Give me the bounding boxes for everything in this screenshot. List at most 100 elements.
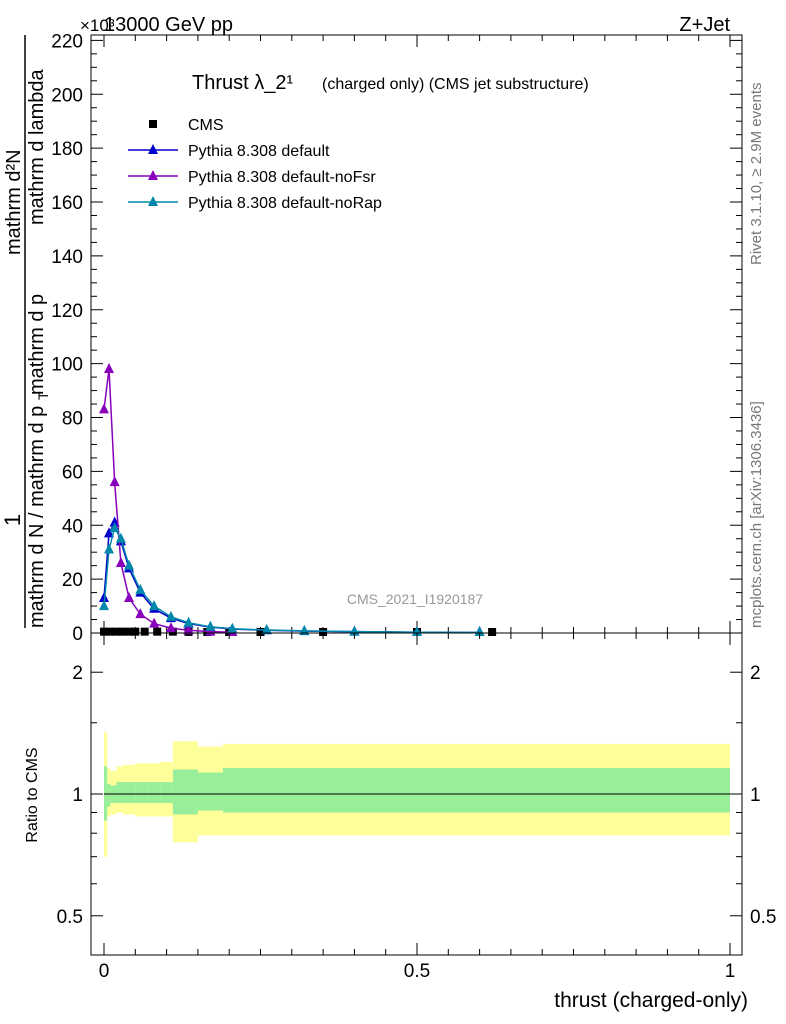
data-point [125,627,134,636]
data-point [109,521,120,532]
x-tick-label: 0 [99,961,110,982]
data-point [165,622,176,633]
y-label-denominator: mathrm d N / mathrm d p [26,406,48,628]
data-point [109,476,120,487]
data-point [115,532,126,543]
energy-label: 13000 GeV pp [104,14,233,36]
ratio-y-tick-label: 1 [72,785,83,806]
ratio-x-ticks: 0 0.5 1 [99,633,736,982]
data-point [104,543,115,554]
ratio-y-tick-label: 0.5 [57,907,83,928]
data-point [135,583,146,594]
uncertainty-band-inner [116,782,123,804]
y-tick-label: 200 [51,85,83,106]
y-label-numerator-tail: mathrm d p [26,294,48,395]
uncertainty-band-inner [107,783,111,807]
data-point [149,617,160,628]
data-point [140,627,149,636]
data-point [256,628,265,636]
data-point [488,628,497,636]
data-point [135,608,146,619]
series-3 [99,521,485,636]
uncertainty-band-inner [222,767,248,813]
x-axis-label: thrust (charged-only) [554,989,748,1012]
y-tick-label: 120 [51,301,83,322]
legend-marker [149,120,157,128]
y-label-subscript: T [35,391,51,400]
data-point [99,591,109,602]
ratio-y-axis-label: Ratio to CMS [24,747,41,842]
series-line [103,525,480,634]
analysis-id-label: CMS_2021_I1920187 [347,591,483,607]
y-tick-label: 140 [51,247,83,268]
data-point [99,403,109,414]
y-multiplier-label: ×10³ [80,16,115,35]
uncertainty-band-inner [172,769,198,815]
y-label-one: 1 [0,514,25,526]
data-point [205,620,216,631]
ratio-y-ticks: 0.5 0.5 1 1 2 2 [57,663,777,928]
legend-marker [148,196,158,206]
ratio-y-tick-label: 2 [72,663,83,684]
data-point [183,616,194,627]
data-point [131,627,140,636]
y-tick-label: 160 [51,193,83,214]
main-y-axis-label: 1 mathrm d N / mathrm d p T mathrm d²N m… [0,35,51,628]
uncertainty-band-inner [160,782,173,804]
legend-marker [148,170,158,180]
series-line [103,520,480,634]
uncertainty-band-inner [104,766,108,821]
legend-label: Pythia 8.308 default-noFsr [188,169,376,186]
data-point [124,559,135,570]
data-point [100,627,108,636]
rivet-label: Rivet 3.1.10, ≥ 2.9M events [748,83,765,266]
x-tick-label: 0.5 [404,961,430,982]
process-label: Z+Jet [679,14,730,36]
series-2 [99,363,238,636]
data-point [115,556,126,567]
legend-label: CMS [188,117,224,134]
plot-title: Thrust λ_2¹ [192,72,293,94]
ratio-y-tick-label-right: 0.5 [750,907,776,928]
legend-marker [148,144,158,154]
data-point [183,624,194,635]
legend: CMS Pythia 8.308 default Pythia 8.308 defa… [128,117,382,212]
ratio-y-tick-label-right: 2 [750,663,761,684]
data-point [106,627,115,636]
y-label-numerator: mathrm d²N [3,149,25,255]
data-point [153,627,162,636]
data-point [124,591,135,602]
main-plot-title: Thrust λ_2¹ (charged only) (CMS jet subs… [192,72,589,94]
y-tick-label: 220 [51,31,83,52]
series-line [103,368,233,633]
main-y-ticks: 0 20 40 60 80 100 120 140 160 180 200 220 [51,31,742,645]
series-1 [99,516,485,636]
data-point [299,624,310,635]
mcplots-label: mcplots.cern.ch [arXiv:1306.3436] [748,401,765,628]
data-point [99,600,109,611]
y-tick-label: 0 [72,624,83,645]
ratio-bands [104,732,731,857]
data-point [118,627,127,636]
legend-label: Pythia 8.308 default-noRap [188,195,382,212]
data-point [149,600,160,611]
uncertainty-band-inner [197,772,223,811]
uncertainty-band-inner [247,767,731,813]
plot-subtitle: (charged only) (CMS jet substructure) [322,76,589,93]
data-point [112,627,121,636]
y-tick-label: 40 [62,516,83,537]
legend-label: Pythia 8.308 default [188,143,330,160]
data-point [104,363,115,374]
y-tick-label: 100 [51,355,83,376]
uncertainty-band-inner [135,782,148,804]
y-label-numerator-tail2: mathrm d lambda [26,69,48,225]
data-point [165,610,176,621]
data-point [261,624,272,635]
data-point [104,527,115,538]
x-tick-label: 1 [725,961,736,982]
y-tick-label: 20 [62,570,83,591]
uncertainty-band-inner [147,782,161,804]
y-tick-label: 80 [62,409,83,430]
ratio-y-tick-label-right: 1 [750,785,761,806]
